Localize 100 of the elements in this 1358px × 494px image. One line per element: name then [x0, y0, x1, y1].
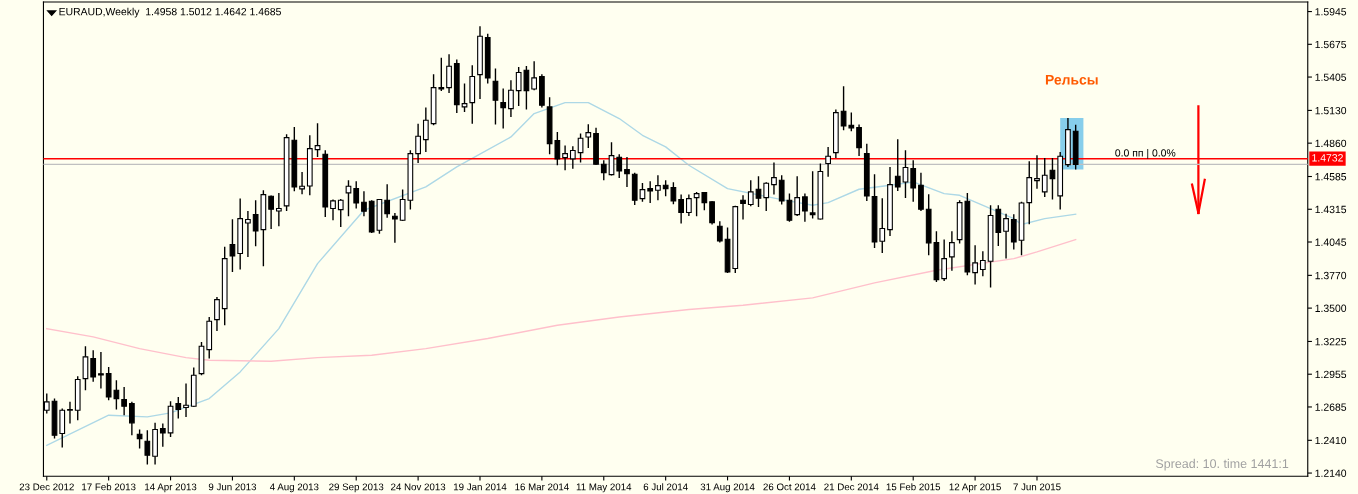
x-tick-label: 14 Apr 2013 [145, 483, 197, 493]
candlestick [624, 156, 630, 188]
candlestick [229, 218, 236, 273]
y-tick-label: 1.4585 [1315, 173, 1347, 181]
candlestick [245, 210, 251, 258]
candlestick [616, 153, 623, 179]
candlestick [771, 161, 777, 196]
x-tick-label: 17 Feb 2013 [82, 483, 136, 491]
candlestick [159, 422, 166, 448]
y-tick-label: 1.2140 [1315, 469, 1347, 477]
y-tick-label: 1.2685 [1315, 403, 1347, 411]
candlestick [585, 123, 592, 149]
candlestick [716, 220, 723, 244]
candlestick [82, 345, 89, 391]
candlestick [802, 192, 808, 223]
candlestick [275, 192, 282, 227]
candlestick [415, 122, 421, 164]
x-tick-label: 31 Aug 2014 [700, 483, 755, 493]
candlestick [67, 401, 73, 425]
x-tick-label: 4 Aug 2013 [269, 483, 319, 493]
candlestick [492, 67, 499, 126]
candlestick [136, 428, 143, 450]
candlestick [902, 149, 909, 199]
ref-line-label: 1.4732 [1312, 154, 1343, 162]
candlestick [1010, 213, 1017, 251]
candlestick [345, 179, 352, 217]
line-series [46, 101, 1077, 446]
candlestick [1003, 212, 1009, 260]
x-tick-label: 19 Jan 2014 [453, 483, 507, 491]
candlestick [763, 181, 770, 212]
candlestick [709, 200, 715, 226]
candlestick [299, 171, 305, 195]
candlestick [678, 193, 685, 225]
candlestick [353, 180, 360, 210]
candlestick [747, 179, 754, 207]
candlestick [941, 238, 948, 282]
candlestick [314, 122, 321, 158]
candlestick [121, 386, 128, 416]
candlestick [740, 194, 746, 221]
line-series [46, 238, 1077, 362]
candlestick [500, 87, 507, 130]
x-tick-label: 11 May 2014 [576, 483, 632, 493]
candlestick [600, 159, 607, 181]
x-tick-label: 26 Oct 2014 [763, 483, 816, 491]
text: EURAUD,Weekly 1.4958 1.5012 1.4642 1.4685 [59, 7, 281, 18]
candlestick [144, 429, 151, 466]
y-tick-label: 1.5675 [1315, 40, 1347, 49]
candlestick [90, 349, 97, 383]
candlestick [979, 250, 986, 277]
band-label: Рельсы [1045, 74, 1098, 85]
candlestick [562, 144, 568, 171]
candlestick [577, 132, 584, 164]
y-tick-label: 1.4045 [1315, 238, 1347, 246]
y-tick-label: 1.3500 [1315, 304, 1347, 312]
candlestick [949, 230, 955, 272]
candlestick [98, 351, 104, 390]
candlestick [461, 82, 468, 113]
candlestick [392, 212, 398, 244]
candlestick [128, 401, 135, 436]
candlestick [337, 198, 344, 228]
candlestick [446, 53, 452, 94]
candlestick [910, 159, 917, 203]
annotation: Spread: 10. time 1441:1 [1155, 458, 1289, 471]
y-tick-label: 1.5945 [1315, 8, 1347, 16]
x-tick-label: 12 Apr 2015 [949, 483, 1001, 493]
candlestick [183, 382, 189, 418]
x-tick-label: 6 Jul 2014 [643, 483, 688, 491]
candlestick [972, 244, 978, 286]
candlestick [59, 407, 66, 449]
x-tick-label: 21 Dec 2014 [824, 483, 879, 491]
x-tick-label: 16 Mar 2014 [515, 483, 569, 491]
x-tick-label: 9 Jun 2013 [208, 483, 257, 491]
candlestick [856, 123, 862, 157]
candlestick [268, 194, 274, 230]
candlestick [422, 106, 429, 153]
y-tick-label: 1.4860 [1315, 139, 1347, 148]
y-tick-label: 1.2955 [1315, 370, 1347, 379]
candlestick [894, 138, 901, 192]
x-tick-label: 29 Sep 2013 [329, 483, 384, 493]
candlestick [531, 60, 538, 91]
candlestick [361, 190, 367, 217]
candlestick [794, 175, 801, 217]
annotation: 0.0 пп | 0.0% [1115, 148, 1176, 159]
candlestick [214, 296, 220, 332]
x-tick-label: 24 Nov 2013 [391, 483, 446, 491]
x-tick-label: 7 Jun 2015 [1013, 483, 1061, 491]
candlestick [655, 174, 661, 201]
candlestick [384, 183, 391, 219]
x-tick-label: 15 Feb 2015 [886, 483, 941, 491]
y-tick-label: 1.2410 [1315, 436, 1347, 445]
y-tick-label: 1.3770 [1315, 271, 1347, 280]
y-tick-label: 1.4315 [1315, 205, 1347, 214]
x-tick-label: 23 Dec 2012 [19, 483, 74, 491]
y-tick-label: 1.3225 [1315, 337, 1347, 346]
candlestick [1034, 154, 1040, 190]
y-tick-label: 1.5130 [1315, 106, 1347, 115]
y-tick-label: 1.5405 [1315, 73, 1347, 81]
candlestick [508, 79, 514, 118]
candlestick [685, 193, 692, 217]
candlestick [825, 146, 831, 178]
